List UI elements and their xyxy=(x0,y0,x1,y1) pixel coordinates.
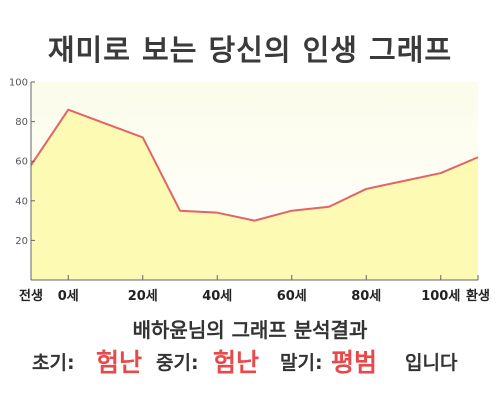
x-tick-label: 100세 xyxy=(421,289,460,304)
middle-value: 험난 xyxy=(213,348,260,377)
y-tick-label: 100 xyxy=(9,78,28,89)
x-tick-label: 60세 xyxy=(277,289,307,304)
x-tick-label: 40세 xyxy=(202,289,232,304)
series-line xyxy=(30,108,479,222)
early-label: 초기: xyxy=(32,352,75,374)
x-tick-label: 80세 xyxy=(351,289,381,304)
late-label: 말기: xyxy=(280,352,323,374)
x-tick-label: 전생 xyxy=(19,288,43,304)
x-tick-label: 0세 xyxy=(58,289,79,304)
y-tick-label: 80 xyxy=(15,117,28,128)
page-title: 재미로 보는 당신의 인생 그래프 xyxy=(47,33,453,67)
y-tick-label: 40 xyxy=(15,196,28,207)
ending-text: 입니다 xyxy=(405,352,458,374)
life-graph-chart: 20 40 60 80 100 전생 0세 20세 40세 60세 80세 100세 환생 xyxy=(9,78,490,305)
middle-label: 중기: xyxy=(156,352,199,374)
early-value: 험난 xyxy=(96,348,143,377)
y-tick-label: 60 xyxy=(15,157,28,168)
series-area xyxy=(31,109,478,280)
analysis-title: 배하윤님의 그래프 분석결과 xyxy=(132,318,368,342)
y-tick-label: 20 xyxy=(15,236,28,247)
late-value: 평범 xyxy=(331,348,378,377)
x-tick-label: 20세 xyxy=(128,289,158,304)
x-tick-label: 환생 xyxy=(466,288,490,304)
